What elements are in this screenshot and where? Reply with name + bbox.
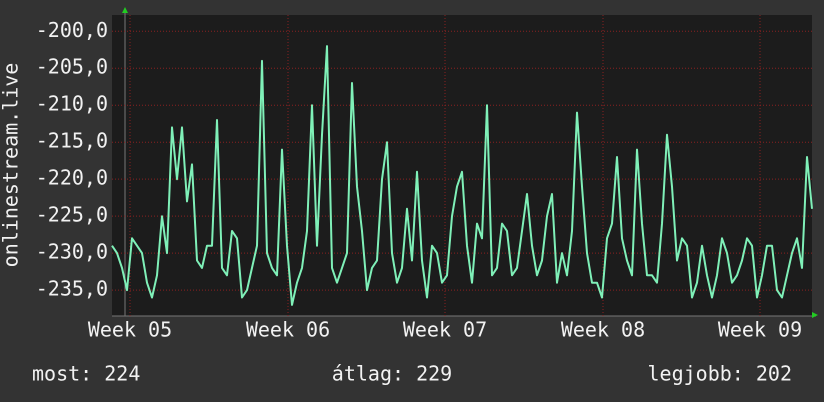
- stat-average: átlag: 229: [332, 362, 452, 386]
- x-tick-label: Week 08: [561, 318, 645, 342]
- x-tick-label: Week 09: [718, 318, 802, 342]
- y-axis-label: onlinestream.live: [0, 63, 23, 268]
- x-tick-label: Week 07: [403, 318, 487, 342]
- y-tick-label: -210,0: [36, 92, 108, 116]
- y-tick-label: -220,0: [36, 166, 108, 190]
- x-tick-label: Week 05: [88, 318, 172, 342]
- y-tick-label: -230,0: [36, 240, 108, 264]
- x-tick-label: Week 06: [246, 318, 330, 342]
- y-tick-label: -235,0: [36, 277, 108, 301]
- y-tick-label: -205,0: [36, 55, 108, 79]
- y-tick-label: -225,0: [36, 203, 108, 227]
- axis-arrow: [122, 7, 128, 13]
- data-line: [111, 45, 813, 306]
- stat-current: most: 224: [32, 362, 140, 386]
- y-tick-label: -200,0: [36, 18, 108, 42]
- axis-arrow: [812, 312, 818, 318]
- stat-best: legjobb: 202: [648, 362, 793, 386]
- y-tick-label: -215,0: [36, 129, 108, 153]
